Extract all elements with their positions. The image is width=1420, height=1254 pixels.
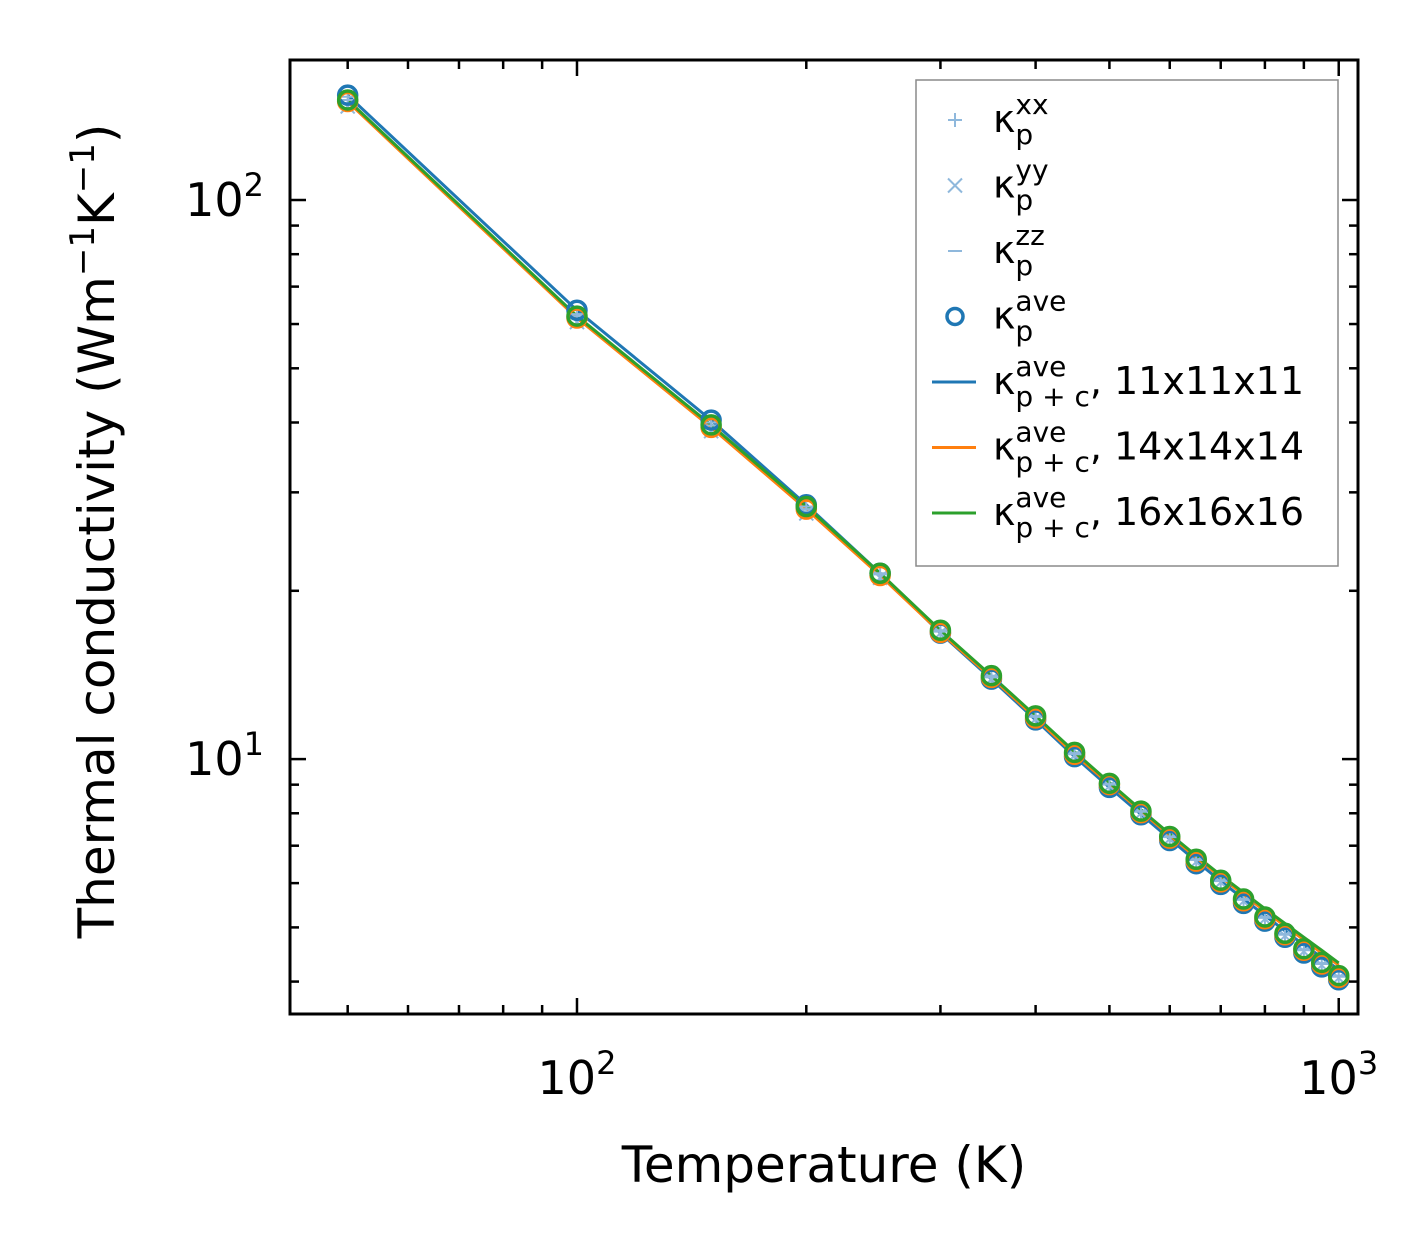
- kappa_p_ave_16-point: [1274, 922, 1296, 945]
- legend-label: κxx p: [993, 88, 1049, 151]
- y-axis-title-end: ): [68, 124, 126, 144]
- x-axis-title: Temperature (K): [621, 1136, 1026, 1194]
- y-axis-title-sup2: −1: [63, 143, 103, 193]
- y-tick-label: 101: [185, 725, 264, 786]
- x-tick-label: 102: [538, 1044, 617, 1105]
- kappa_pc_ave_16-line: [346, 98, 1340, 965]
- legend-label: κave p + c, 14x14x14: [993, 416, 1304, 479]
- kappa_p_ave_16-point: [1232, 888, 1255, 910]
- kappa_p_ave_16-point: [869, 562, 891, 584]
- legend-entry: κave p: [945, 285, 1066, 348]
- x-tick-label: 103: [1299, 1044, 1378, 1105]
- legend-entry: κave p + c, 14x14x14: [932, 416, 1304, 479]
- legend-entry: κzz p: [948, 219, 1045, 282]
- legend-box: [915, 79, 1339, 567]
- y-tick-label: 102: [185, 166, 264, 227]
- series-kappa_p_ave_16: [336, 89, 1350, 987]
- legend-circle-swatch: [945, 306, 965, 327]
- plot-frame: [288, 58, 1360, 1016]
- kappa_p_ave_16-point: [1185, 848, 1207, 871]
- kappa_p_xx-point: [933, 624, 948, 639]
- y-axis-title-main: Thermal conductivity (Wm: [68, 276, 126, 939]
- legend-entry: κave p + c, 11x11x11: [932, 350, 1304, 413]
- kappa_p_ave_16-point: [1293, 937, 1315, 960]
- kappa_p_ave_16-point: [1327, 964, 1350, 987]
- kappa_p_ave_16-point: [566, 305, 588, 327]
- series-kappa_pc_ave_16: [346, 98, 1340, 965]
- legend-label: κave p + c, 16x16x16: [993, 481, 1304, 544]
- kappa_p_ave_16-point: [336, 89, 359, 111]
- kappa_p_ave_16-point: [795, 495, 818, 518]
- kappa_p_ave_16-point: [1063, 741, 1086, 764]
- series-kappa_p_zz: [340, 95, 1346, 977]
- kappa_p_ave_16-point: [700, 414, 722, 436]
- kappa_p_ave_16-point: [980, 664, 1003, 687]
- legend-entry: κxx p: [948, 88, 1049, 151]
- kappa_p_ave_16-point: [1158, 825, 1181, 848]
- kappa_p_ave_16-point: [1098, 772, 1121, 795]
- series-layer: [336, 84, 1350, 991]
- kappa_p_xx-point: [984, 670, 999, 685]
- legend-marker-swatch: [947, 177, 963, 194]
- tick-layer: 102 103 101 102: [185, 60, 1378, 1105]
- kappa_p_ave_16-point: [1130, 800, 1152, 822]
- legend-label: κave p + c, 11x11x11: [993, 350, 1304, 413]
- y-axis-title-mid: K: [68, 192, 126, 226]
- legend-label: κave p: [993, 285, 1066, 348]
- kappa_p_ave_16-point: [1311, 951, 1333, 974]
- y-axis-title-sup1: −1: [63, 226, 103, 276]
- legend-entry: κave p + c, 16x16x16: [932, 481, 1304, 544]
- kappa_p_ave_16-point: [929, 619, 952, 642]
- legend-marker-swatch: [948, 113, 962, 127]
- legend-entry: κyy p: [947, 154, 1049, 217]
- legend-label: κyy p: [993, 154, 1049, 217]
- y-axis-title: Thermal conductivity (Wm−1K−1): [63, 124, 126, 940]
- kappa_p_ave_16-point: [1024, 705, 1047, 727]
- legend-label: κzz p: [993, 219, 1045, 282]
- kappa_p_ave_16-point: [1254, 906, 1276, 928]
- kappa_p_ave_16-point: [1209, 869, 1232, 892]
